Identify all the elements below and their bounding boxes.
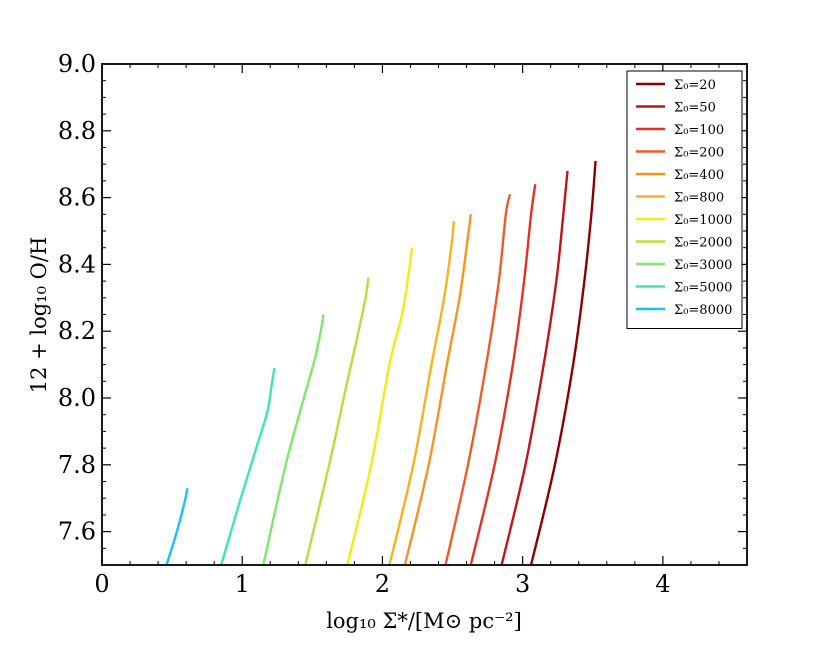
y-tick-label: 8.6 (58, 184, 96, 212)
y-tick-label: 9.0 (58, 50, 96, 78)
y-tick-label: 8.0 (58, 384, 96, 412)
series-line-3 (444, 193, 512, 565)
legend-entry-label: Σ₀=20 (674, 78, 716, 93)
series-line-4 (403, 214, 472, 565)
legend-entry-label: Σ₀=8000 (674, 303, 732, 318)
legend: Σ₀=20 Σ₀=50 Σ₀=100 Σ₀=200 Σ₀=400 Σ₀=800 Σ₀=100… (626, 70, 743, 329)
legend-entry-label: Σ₀=400 (674, 168, 724, 183)
y-tick-label: 8.4 (58, 250, 96, 278)
x-tick-label: 0 (94, 570, 109, 598)
legend-entry-label: Σ₀=800 (674, 191, 724, 206)
legend-entry-label: Σ₀=5000 (674, 281, 732, 296)
y-tick-label: 7.6 (58, 518, 96, 546)
legend-entry-label: Σ₀=50 (674, 101, 716, 116)
series-line-5 (388, 220, 456, 565)
series-line-6 (346, 247, 414, 565)
series-line-7 (304, 277, 370, 565)
legend-entry-label: Σ₀=2000 (674, 236, 732, 251)
legend-entry-label: Σ₀=1000 (674, 213, 732, 228)
series-line-8 (262, 314, 325, 565)
x-tick-label: 2 (375, 570, 390, 598)
axes: 0 1 2 3 4 7.6 7.8 8.0 8.2 8.4 8.6 8.8 9.0 (58, 50, 748, 598)
legend-entry-label: Σ₀=100 (674, 123, 724, 138)
y-tick-label: 8.8 (58, 117, 96, 145)
y-tick-label: 7.8 (58, 451, 96, 479)
series-line-2 (469, 184, 537, 565)
series-line-10 (165, 487, 189, 565)
series-line-9 (220, 367, 276, 565)
plot-area (165, 160, 597, 565)
series-line-0 (529, 160, 597, 565)
y-tick-label: 8.2 (58, 317, 96, 345)
legend-entry-label: Σ₀=200 (674, 146, 724, 161)
x-axis-label: log₁₀ Σ*/[M⊙ pc⁻²] (326, 609, 522, 633)
y-axis-label: 12 + log₁₀ O/H (27, 237, 51, 394)
x-tick-label: 4 (655, 570, 670, 598)
legend-entry-label: Σ₀=3000 (674, 258, 732, 273)
x-tick-label: 1 (235, 570, 250, 598)
x-tick-label: 3 (515, 570, 530, 598)
series-line-1 (500, 170, 569, 565)
